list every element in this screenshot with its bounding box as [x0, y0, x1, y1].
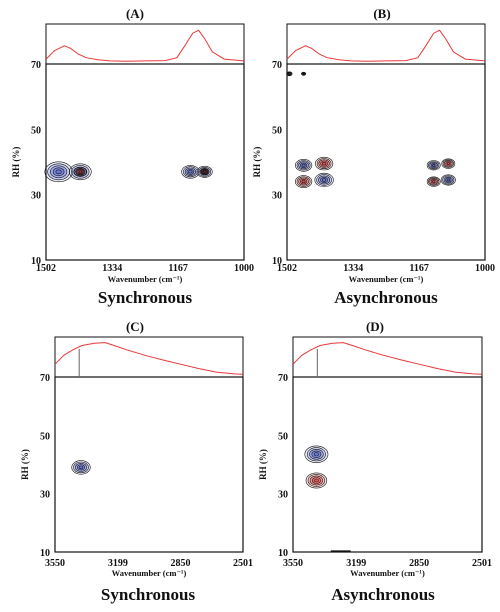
y-tick-label: 70 [40, 373, 50, 384]
contour-ring [432, 180, 436, 183]
contour-ring [446, 162, 450, 165]
x-tick-label: 3199 [108, 558, 128, 569]
x-tick-label: 3199 [346, 558, 366, 569]
x-tick-label: 2850 [170, 558, 190, 569]
x-tick-label: 2501 [233, 558, 253, 569]
y-axis-title: RH (%) [252, 147, 262, 178]
y-tick-label: 70 [278, 373, 288, 384]
spectrum-line [45, 29, 245, 62]
map-frame [292, 376, 483, 553]
y-tick-label: 10 [31, 256, 41, 267]
contour-peak-pos [44, 161, 73, 183]
contour-ring [313, 478, 319, 483]
contour-ring [78, 465, 84, 470]
contour-peak-pos [295, 159, 313, 172]
x-tick-label: 1167 [409, 263, 428, 274]
y-tick-label: 50 [272, 125, 282, 136]
spectrum-frame [54, 336, 244, 378]
spectrum-frame [45, 23, 245, 65]
panel-label: (A) [126, 6, 144, 21]
y-tick-label: 70 [31, 60, 41, 71]
x-tick-label: 3550 [283, 558, 303, 569]
contour-peak-pos [426, 160, 441, 171]
spectrum-line [54, 342, 244, 375]
contour-ring [203, 170, 206, 173]
contour-ring [78, 170, 82, 174]
y-tick-label: 30 [40, 490, 50, 501]
y-tick-label: 70 [272, 60, 282, 71]
panel-label: (C) [126, 319, 144, 334]
contour-ring [301, 180, 306, 184]
panel-label: (B) [373, 6, 390, 21]
y-axis-title: RH (%) [11, 147, 21, 178]
contour-ring [188, 170, 193, 174]
contour-peak-pos [71, 460, 91, 475]
contour-peak-pos [314, 172, 334, 188]
contour-ring [322, 162, 327, 166]
panel-label: (D) [366, 319, 384, 334]
x-axis-title: Wavenumber (cm⁻¹) [350, 568, 425, 578]
contour-ring [301, 163, 306, 167]
y-tick-label: 10 [278, 548, 288, 559]
contour-peak-pos [181, 165, 200, 179]
contour-peak-neg [73, 167, 87, 177]
contour-ring [302, 73, 305, 75]
x-axis-title: Wavenumber (cm⁻¹) [108, 274, 183, 284]
contour-ring [313, 452, 320, 457]
contour-ring [288, 73, 291, 75]
y-tick-label: 10 [40, 548, 50, 559]
y-tick-label: 50 [31, 125, 41, 136]
x-axis-title: Wavenumber (cm⁻¹) [112, 568, 187, 578]
contour-peak-neg [305, 472, 328, 489]
x-tick-label: 1167 [168, 263, 187, 274]
contour-peak-neg [426, 176, 441, 187]
x-tick-label: 1000 [234, 263, 254, 274]
contour-ring [55, 169, 62, 175]
y-axis-title: RH (%) [20, 449, 30, 480]
x-tick-label: 1334 [343, 263, 363, 274]
caption: Synchronous [101, 585, 196, 604]
map-frame [286, 63, 486, 261]
spectrum-frame [286, 23, 486, 65]
contour-peak-neg [295, 175, 313, 188]
contour-peak-neg [286, 71, 293, 77]
x-tick-label: 2850 [409, 558, 429, 569]
caption: Synchronous [98, 288, 193, 307]
x-axis-title: Wavenumber (cm⁻¹) [349, 274, 424, 284]
contour-ring [446, 178, 450, 182]
x-tick-label: 1000 [475, 263, 495, 274]
x-tick-label: 1334 [102, 263, 122, 274]
contour-peak-neg [315, 156, 334, 171]
x-tick-label: 3550 [45, 558, 65, 569]
y-tick-label: 30 [272, 191, 282, 202]
spectrum-line [292, 342, 483, 375]
spectrum-line [286, 29, 486, 62]
contour-peak-neg [441, 158, 456, 169]
x-tick-label: 1502 [277, 263, 297, 274]
map-frame [45, 63, 245, 261]
y-tick-label: 10 [272, 256, 282, 267]
y-axis-title: RH (%) [258, 449, 268, 480]
contour-peak-pos [304, 445, 329, 463]
y-tick-label: 30 [31, 191, 41, 202]
x-tick-label: 1502 [36, 263, 56, 274]
caption: Asynchronous [331, 585, 435, 604]
contour-peak-pos [440, 174, 456, 186]
contour-peak-neg [199, 168, 210, 176]
caption: Asynchronous [334, 288, 438, 307]
y-tick-label: 50 [40, 431, 50, 442]
x-tick-label: 2501 [472, 558, 492, 569]
y-tick-label: 30 [278, 490, 288, 501]
map-frame [54, 376, 244, 553]
y-tick-label: 50 [278, 431, 288, 442]
contour-ring [432, 164, 436, 167]
spectrum-frame [292, 336, 483, 378]
contour-ring [321, 178, 327, 182]
contour-peak-neg [301, 71, 307, 76]
